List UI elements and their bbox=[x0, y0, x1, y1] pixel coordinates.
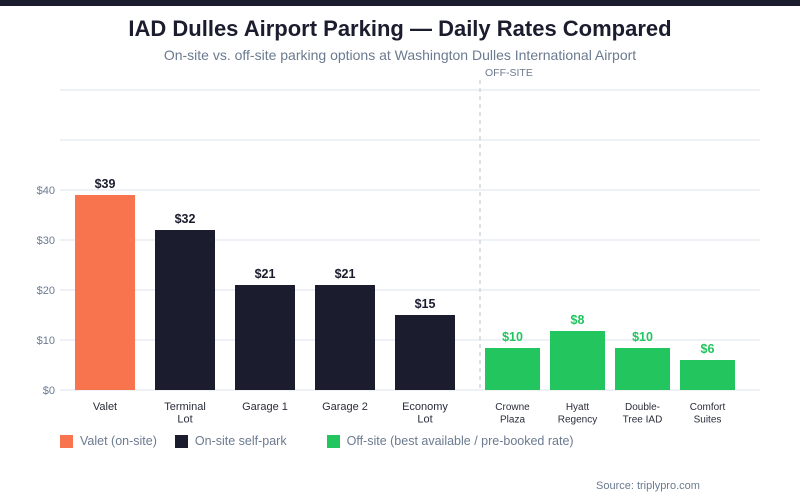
data-label: $32 bbox=[175, 212, 196, 226]
bar-valet bbox=[75, 195, 135, 390]
data-label: $6 bbox=[701, 342, 715, 356]
legend-swatch-onsite bbox=[174, 434, 188, 448]
x-tick-label: Economy bbox=[402, 401, 448, 413]
x-tick-label: Double- bbox=[625, 402, 660, 413]
legend: Valet (on-site) On-site self-park Off-si… bbox=[60, 434, 592, 448]
x-tick-label: Regency bbox=[558, 415, 597, 426]
legend-swatch-valet bbox=[60, 434, 73, 448]
bar-double-tree-iad bbox=[615, 348, 670, 390]
data-label: $15 bbox=[415, 297, 436, 311]
data-label: $8 bbox=[571, 313, 585, 327]
data-label: $39 bbox=[95, 177, 116, 191]
source-credit: Source: triplypro.com bbox=[596, 480, 700, 492]
y-tick-label: $10 bbox=[37, 335, 55, 347]
legend-item-onsite: On-site self-park bbox=[174, 434, 287, 448]
x-tick-label: Lot bbox=[417, 414, 432, 426]
x-tick-label: Crowne bbox=[495, 402, 530, 413]
legend-item-valet: Valet (on-site) bbox=[60, 434, 157, 448]
x-tick-label: Comfort bbox=[690, 402, 726, 413]
chart-title: IAD Dulles Airport Parking — Daily Rates… bbox=[128, 16, 672, 41]
x-tick-label: Lot bbox=[177, 414, 192, 426]
x-tick-label: Hyatt bbox=[566, 402, 590, 413]
bar-economy-lot bbox=[395, 315, 455, 390]
legend-item-offsite: Off-site (best available / pre-booked ra… bbox=[326, 434, 574, 448]
bar-hyatt-regency bbox=[550, 331, 605, 390]
x-tick-label: Valet bbox=[93, 401, 117, 413]
bar-crowne-plaza bbox=[485, 348, 540, 390]
y-tick-label: $20 bbox=[37, 285, 55, 297]
data-label: $10 bbox=[502, 330, 523, 344]
chart-subtitle: On-site vs. off-site parking options at … bbox=[163, 47, 637, 63]
bar-garage-2 bbox=[315, 285, 375, 390]
x-tick-label: Terminal bbox=[164, 401, 206, 413]
x-tick-label: Tree IAD bbox=[623, 415, 663, 426]
legend-swatch-offsite bbox=[326, 434, 340, 448]
y-tick-label: $40 bbox=[37, 185, 55, 197]
bar-garage-1 bbox=[235, 285, 295, 390]
x-tick-label: Plaza bbox=[500, 415, 525, 426]
data-label: $21 bbox=[335, 267, 356, 281]
legend-label-onsite: On-site self-park bbox=[194, 434, 287, 448]
x-tick-label: Suites bbox=[694, 415, 722, 426]
y-tick-label: $30 bbox=[37, 235, 55, 247]
bar-terminal-lot bbox=[155, 230, 215, 390]
x-tick-label: Garage 2 bbox=[322, 401, 368, 413]
legend-label-valet: Valet (on-site) bbox=[80, 434, 157, 448]
offsite-divider-label: OFF-SITE bbox=[485, 67, 533, 79]
y-tick-label: $0 bbox=[43, 385, 55, 397]
data-label: $21 bbox=[255, 267, 276, 281]
top-accent-bar bbox=[0, 0, 800, 6]
data-label: $10 bbox=[632, 330, 653, 344]
x-tick-label: Garage 1 bbox=[242, 401, 288, 413]
legend-label-offsite: Off-site (best available / pre-booked ra… bbox=[346, 434, 574, 448]
bar-comfort-suites bbox=[680, 360, 735, 390]
